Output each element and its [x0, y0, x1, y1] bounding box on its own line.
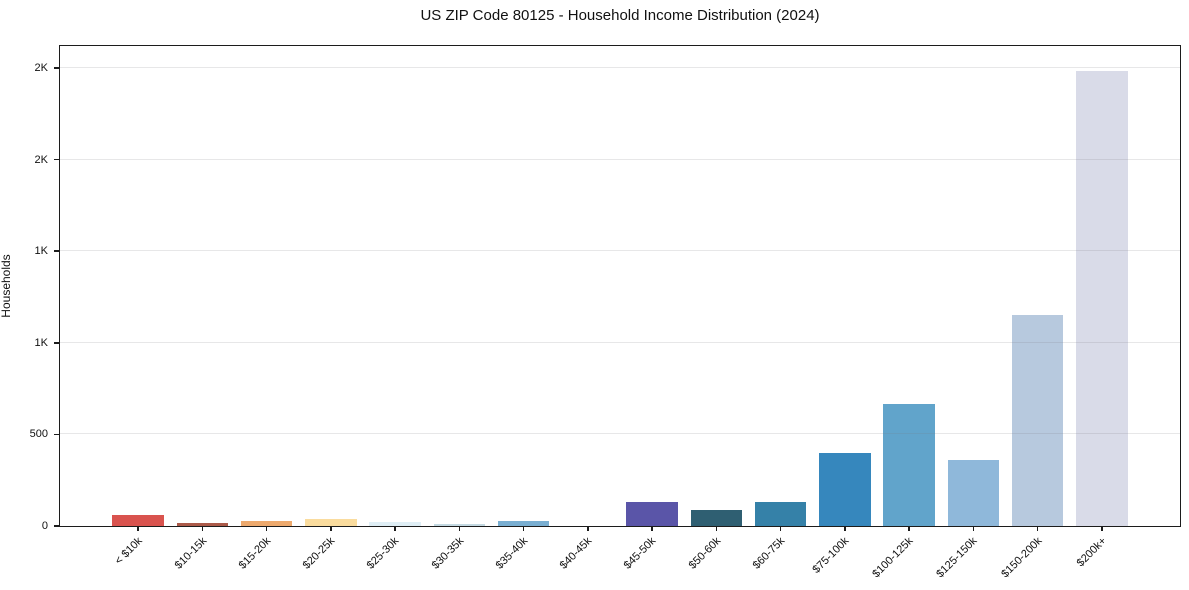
income-bar [883, 403, 935, 526]
x-tick-label: $30-35k [429, 535, 466, 572]
x-tick-label: $25-30k [364, 535, 402, 572]
x-tick-label: $50-60k [686, 535, 723, 572]
x-tick-label: < $10k [112, 535, 145, 568]
income-bar [176, 523, 228, 526]
x-tick-label: $200k+ [1074, 535, 1109, 570]
y-axis-tick [53, 158, 59, 161]
x-axis-tick [458, 526, 461, 531]
income-bar [1076, 70, 1128, 526]
x-tick-label: $15-20k [236, 535, 274, 572]
income-bar [947, 459, 1000, 526]
x-axis-tick [1036, 526, 1039, 531]
income-bar [819, 452, 871, 526]
y-tick-label: 2K [34, 62, 48, 74]
income-bar [433, 523, 486, 526]
x-axis-tick [201, 526, 204, 531]
x-axis-tick [844, 526, 846, 531]
x-axis-tick [330, 526, 332, 531]
income-bar [754, 502, 807, 526]
y-axis-tick [53, 433, 59, 436]
x-tick-label: $35-40k [493, 535, 531, 572]
y-tick-label: 1K [34, 336, 48, 349]
income-bar [305, 518, 357, 526]
income-bar [112, 515, 164, 526]
bars-layer [60, 46, 1180, 526]
income-bar [626, 501, 678, 526]
y-tick-label: 2K [34, 153, 48, 166]
x-tick-label: $10-15k [172, 535, 209, 572]
chart-title: US ZIP Code 80125 - Household Income Dis… [420, 7, 820, 24]
plot-area: < $10k $10-15k $15-20k $20-25k $25-30k $30-35… [30, 45, 1181, 580]
x-tick-label: $125-150k [934, 535, 980, 581]
x-axis-tick [908, 526, 910, 531]
x-axis-tick [972, 526, 975, 531]
x-axis-tick [1101, 526, 1103, 531]
x-axis-tick [779, 526, 782, 531]
x-axis-tick [522, 526, 525, 531]
x-tick-label: $100-125k [870, 535, 916, 581]
x-axis-tick [587, 526, 589, 531]
income-bar [690, 510, 743, 526]
y-tick-label: 500 [29, 428, 48, 441]
y-axis-tick [53, 250, 59, 252]
x-tick-label: $75-100k [810, 535, 852, 576]
x-axis-tick [715, 526, 718, 531]
income-bar [1011, 315, 1064, 526]
income-bar [240, 521, 293, 526]
y-axis-tick [53, 342, 59, 344]
x-tick-label: $40-45k [557, 535, 595, 572]
y-axis-tick [53, 67, 59, 69]
x-tick-label: $20-25k [300, 535, 338, 572]
x-axis-tick [265, 526, 268, 531]
x-tick-label: $45-50k [622, 535, 659, 572]
y-tick-label: 1K [34, 245, 48, 258]
y-tick-label: 0 [41, 520, 48, 532]
x-tick-label: $150-200k [998, 535, 1045, 581]
income-bar [497, 520, 550, 526]
y-axis-tick [53, 525, 59, 527]
income-bar [369, 521, 421, 526]
y-axis-label: Households [0, 254, 13, 318]
x-axis-tick [394, 526, 396, 531]
x-axis-tick [651, 526, 653, 531]
x-tick-label: $60-75k [750, 535, 788, 572]
x-axis-tick [137, 526, 139, 531]
